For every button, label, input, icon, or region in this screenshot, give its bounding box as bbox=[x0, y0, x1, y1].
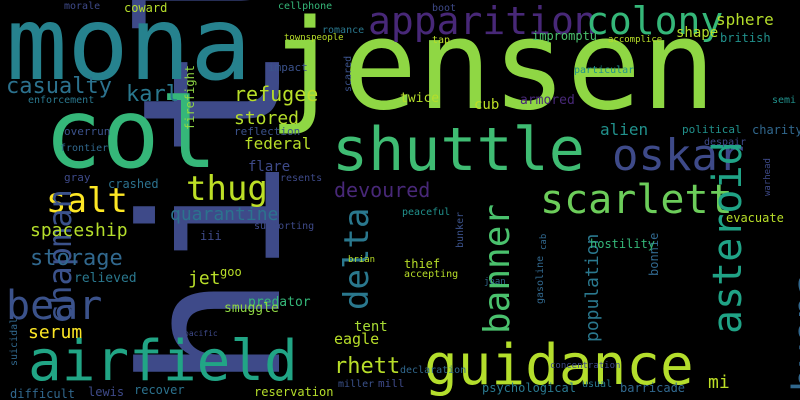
word-guidance: guidance bbox=[424, 333, 694, 398]
word-sphere: sphere bbox=[716, 10, 774, 29]
word-cab: cab bbox=[539, 233, 549, 250]
word-resents: resents bbox=[280, 173, 323, 184]
word-serum: serum bbox=[28, 322, 83, 343]
word-firefight: firefight bbox=[183, 64, 197, 130]
word-mona: mona bbox=[6, 0, 252, 104]
word-charity: charity bbox=[752, 123, 800, 137]
word-despair: despair bbox=[704, 137, 747, 148]
word-karl: karl bbox=[126, 82, 179, 107]
word-federal: federal bbox=[244, 134, 312, 153]
word-miller: miller bbox=[338, 379, 375, 390]
word-spaceship: spaceship bbox=[30, 220, 128, 241]
word-thug: thug bbox=[186, 169, 268, 209]
word-bunker: bunker bbox=[455, 211, 466, 248]
word-political: political bbox=[682, 123, 742, 136]
word-accomplice: accomplice bbox=[608, 35, 663, 45]
word-boot: boot bbox=[432, 3, 457, 14]
word-hyena: hyena bbox=[785, 271, 800, 392]
word-oskar: oskar bbox=[612, 130, 745, 181]
word-flare: flare bbox=[248, 159, 291, 175]
word-peaceful: peaceful bbox=[402, 207, 451, 218]
word-warhead: warhead bbox=[763, 158, 773, 196]
word-particular: particular bbox=[574, 65, 635, 76]
word-mill: mill bbox=[378, 377, 405, 390]
word-shuttle: shuttle bbox=[332, 115, 585, 185]
word-impromptu: impromptu bbox=[532, 29, 598, 43]
word-bear: bear bbox=[6, 283, 103, 329]
word-quarantine: quarantine bbox=[170, 204, 279, 225]
word-col: col bbox=[44, 78, 218, 190]
word-enforcement: enforcement bbox=[28, 95, 95, 106]
word-impact: impact bbox=[268, 61, 308, 74]
word-usual: usual bbox=[582, 379, 613, 390]
word-scarlett: scarlett bbox=[540, 177, 733, 223]
word-crashed: crashed bbox=[108, 177, 159, 191]
word-cellphone: cellphone bbox=[278, 1, 333, 12]
word-stored: stored bbox=[234, 108, 300, 129]
word-supporting: supporting bbox=[254, 221, 315, 232]
word-tent: tent bbox=[354, 319, 388, 335]
word-accepting: accepting bbox=[404, 269, 459, 280]
word-asteroid: asteroid bbox=[705, 141, 751, 334]
word-scared: scared bbox=[343, 55, 354, 92]
word-alien: alien bbox=[600, 120, 649, 139]
word-cub: cub bbox=[474, 97, 500, 113]
word-tap: tap bbox=[432, 35, 451, 46]
word-evacuate: evacuate bbox=[726, 211, 784, 225]
word-shape: shape bbox=[676, 25, 719, 41]
word-jensen: jensen bbox=[268, 0, 716, 138]
word-declaration: declaration bbox=[400, 365, 467, 376]
word-rhett: rhett bbox=[334, 354, 401, 379]
word-concentration: concentration bbox=[550, 361, 621, 371]
word-jet: jet bbox=[188, 268, 221, 289]
word-gasoline: gasoline bbox=[535, 255, 546, 304]
word-smuggle: smuggle bbox=[224, 301, 279, 316]
word-townspeople: townspeople bbox=[284, 33, 344, 43]
word-coward: coward bbox=[124, 1, 168, 15]
word-lewis: lewis bbox=[88, 385, 125, 399]
word-frontier: frontier bbox=[60, 143, 109, 154]
word-devoured: devoured bbox=[334, 178, 431, 202]
word-relieved: relieved bbox=[74, 271, 137, 286]
word-apparition: apparition bbox=[368, 0, 597, 43]
word-difficult: difficult bbox=[10, 387, 76, 400]
word-joan: joan bbox=[484, 277, 506, 287]
word-mi: mi bbox=[708, 372, 730, 393]
word-semi: semi bbox=[772, 95, 797, 106]
word-overrun: overrun bbox=[64, 125, 111, 138]
word-refugee: refugee bbox=[234, 82, 319, 106]
word-barricade: barricade bbox=[620, 381, 686, 395]
word-pacific: pacific bbox=[184, 329, 218, 338]
word-goo: goo bbox=[220, 265, 242, 279]
word-reflection: reflection bbox=[234, 125, 301, 138]
word-morale: morale bbox=[64, 1, 101, 12]
word-airfield: airfield bbox=[28, 329, 298, 394]
word-hostility: hostility bbox=[590, 237, 656, 251]
word-twice: twice bbox=[400, 91, 440, 106]
word-eagle: eagle bbox=[334, 330, 380, 348]
word-psychological: psychological bbox=[482, 381, 576, 395]
word-salt: salt bbox=[46, 181, 128, 221]
word-british: british bbox=[720, 31, 771, 45]
word-reservation: reservation bbox=[254, 385, 334, 399]
word-romance: romance bbox=[322, 25, 365, 36]
word-suicidal: suicidal bbox=[9, 317, 20, 366]
word-iii: iii bbox=[200, 229, 222, 243]
word-brian: brian bbox=[348, 255, 376, 265]
word-casualty: casualty bbox=[6, 74, 112, 99]
word-colony: colony bbox=[586, 0, 724, 43]
word-storage: storage bbox=[30, 246, 123, 271]
word-predator: predator bbox=[248, 295, 311, 310]
word-gray: gray bbox=[64, 171, 91, 184]
word-banner: banner bbox=[477, 203, 518, 334]
word-recover: recover bbox=[134, 383, 185, 397]
word-thief: thief bbox=[404, 257, 441, 271]
word-armored: armored bbox=[520, 93, 575, 108]
